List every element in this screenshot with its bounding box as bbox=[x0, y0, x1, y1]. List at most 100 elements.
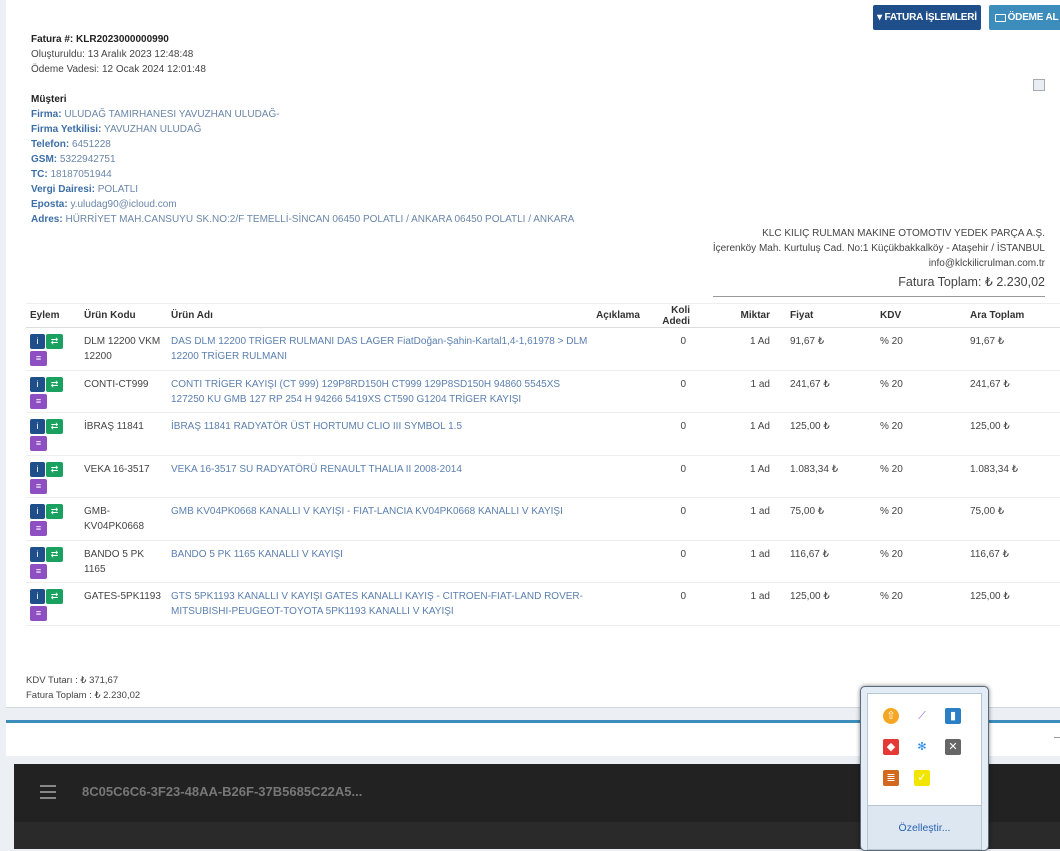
caret-down-icon: ▾ bbox=[877, 12, 885, 23]
package-count: 0 bbox=[644, 455, 694, 498]
price: 116,67 ₺ bbox=[778, 540, 874, 583]
field-value: y.uludag90@icloud.com bbox=[70, 199, 177, 210]
list-icon[interactable]: ≡ bbox=[30, 521, 47, 536]
product-name[interactable]: GTS 5PK1193 KANALLI V KAYIŞI GATES KANAL… bbox=[167, 582, 592, 626]
field-label: Telefon: bbox=[31, 139, 70, 150]
customer-field: Firma: ULUDAĞ TAMIRHANESI YAVUZHAN ULUDA… bbox=[31, 107, 574, 122]
row-actions: i ⇄ ≡ bbox=[26, 540, 80, 583]
row-actions: i ⇄ ≡ bbox=[26, 370, 80, 413]
info-icon[interactable]: i bbox=[30, 376, 45, 392]
column-header: Koli Adedi bbox=[644, 303, 694, 328]
description bbox=[592, 455, 644, 498]
quantity: 1 ad bbox=[694, 540, 778, 583]
product-name[interactable]: GMB KV04PK0668 KANALLI V KAYIŞI - FIAT-L… bbox=[167, 497, 592, 541]
subtotal: 116,67 ₺ bbox=[966, 540, 1060, 583]
field-value: YAVUZHAN ULUDAĞ bbox=[104, 124, 202, 135]
network-icon[interactable]: ▮ bbox=[945, 708, 961, 724]
minimize-icon[interactable] bbox=[1054, 737, 1060, 738]
column-header: Eylem bbox=[26, 303, 80, 328]
description bbox=[592, 497, 644, 541]
swap-icon[interactable]: ⇄ bbox=[46, 504, 63, 519]
product-name[interactable]: DAS DLM 12200 TRİGER RULMANI DAS LAGER F… bbox=[167, 327, 592, 371]
field-value: 6451228 bbox=[71, 139, 111, 150]
sticky-note-icon[interactable]: ✓ bbox=[914, 770, 930, 786]
info-icon[interactable]: i bbox=[30, 504, 45, 519]
table-row: i ⇄ ≡ VEKA 16-3517 VEKA 16-3517 SU RADYATÖ… bbox=[26, 455, 1060, 498]
customer-title: Müşteri bbox=[31, 94, 67, 105]
product-name[interactable]: CONTI TRİGER KAYIŞI (CT 999) 129P8RD150H… bbox=[167, 370, 592, 413]
product-name[interactable]: VEKA 16-3517 SU RADYATÖRÜ RENAULT THALIA… bbox=[167, 455, 592, 498]
column-header: Ürün Adı bbox=[167, 303, 592, 328]
list-icon[interactable]: ≡ bbox=[30, 478, 47, 494]
column-header: Miktar bbox=[694, 303, 778, 328]
list-icon[interactable]: ≡ bbox=[30, 563, 47, 579]
description bbox=[592, 540, 644, 583]
vat-rate: % 20 bbox=[874, 497, 966, 541]
customer-field: Eposta: y.uludag90@icloud.com bbox=[31, 197, 574, 212]
totals: KDV Tutarı : ₺ 371,67 Fatura Toplam : ₺ … bbox=[26, 673, 140, 703]
swap-icon[interactable]: ⇄ bbox=[46, 334, 63, 349]
swap-icon[interactable]: ⇄ bbox=[46, 589, 63, 604]
product-name[interactable]: İBRAŞ 11841 RADYATÖR ÜST HORTUMU CLIO II… bbox=[167, 412, 592, 456]
customer-field: Adres: HÜRRİYET MAH.CANSUYU SK.NO:2/F TE… bbox=[31, 212, 574, 227]
invoice-actions-button[interactable]: ▾ FATURA İŞLEMLERİ bbox=[873, 5, 981, 30]
subtotal: 125,00 ₺ bbox=[966, 412, 1060, 456]
customer-field: TC: 18187051944 bbox=[31, 167, 574, 182]
description bbox=[592, 412, 644, 456]
subtotal: 241,67 ₺ bbox=[966, 370, 1060, 413]
vat-rate: % 20 bbox=[874, 455, 966, 498]
company-address: İçerenköy Mah. Kurtuluş Cad. No:1 Küçükb… bbox=[712, 243, 1045, 254]
info-icon[interactable]: i bbox=[30, 589, 45, 604]
price: 241,67 ₺ bbox=[778, 370, 874, 413]
field-value: 5322942751 bbox=[59, 154, 116, 165]
package-count: 0 bbox=[644, 412, 694, 456]
package-count: 0 bbox=[644, 582, 694, 626]
items-table: Eylem Ürün Kodu Ürün Adı Açıklama Koli Adedi… bbox=[26, 303, 1060, 626]
row-actions: i ⇄ ≡ bbox=[26, 412, 80, 456]
company-name: KLC KILIÇ RULMAN MAKINE OTOMOTIV YEDEK P… bbox=[762, 228, 1045, 239]
update-icon[interactable]: ⇧ bbox=[883, 708, 899, 724]
feather-icon[interactable]: ⟋ bbox=[914, 708, 930, 724]
list-icon[interactable]: ≡ bbox=[30, 393, 47, 409]
menu-icon[interactable] bbox=[40, 785, 56, 799]
company-email: info@klckilicrulman.com.tr bbox=[928, 258, 1045, 269]
vat-rate: % 20 bbox=[874, 540, 966, 583]
swap-icon[interactable]: ⇄ bbox=[46, 546, 63, 562]
snowflake-icon[interactable]: ✻ bbox=[914, 739, 930, 755]
info-icon[interactable]: i bbox=[30, 461, 45, 477]
field-label: Eposta: bbox=[31, 199, 68, 210]
customer-field: Firma Yetkilisi: YAVUZHAN ULUDAĞ bbox=[31, 122, 574, 137]
swap-icon[interactable]: ⇄ bbox=[46, 419, 63, 434]
swap-icon[interactable]: ⇄ bbox=[46, 461, 63, 477]
notes-icon[interactable]: ≣ bbox=[883, 770, 899, 786]
vat-rate: % 20 bbox=[874, 412, 966, 456]
info-icon[interactable]: i bbox=[30, 334, 45, 349]
field-label: Firma: bbox=[31, 109, 62, 120]
due-date: Ödeme Vadesi: 12 Ocak 2024 12:01:48 bbox=[31, 64, 206, 75]
subtotal: 75,00 ₺ bbox=[966, 497, 1060, 541]
list-icon[interactable]: ≡ bbox=[30, 606, 47, 621]
price: 75,00 ₺ bbox=[778, 497, 874, 541]
info-icon[interactable]: i bbox=[30, 546, 45, 562]
price: 91,67 ₺ bbox=[778, 327, 874, 371]
list-icon[interactable]: ≡ bbox=[30, 436, 47, 451]
info-icon[interactable]: i bbox=[30, 419, 45, 434]
disconnected-icon[interactable]: ✕ bbox=[945, 739, 961, 755]
anydesk-icon[interactable]: ◆ bbox=[883, 739, 899, 755]
product-name[interactable]: BANDO 5 PK 1165 KANALLI V KAYIŞI bbox=[167, 540, 592, 583]
row-actions: i ⇄ ≡ bbox=[26, 497, 80, 541]
receive-payment-button[interactable]: ÖDEME AL bbox=[989, 5, 1060, 30]
price: 125,00 ₺ bbox=[778, 582, 874, 626]
quantity: 1 Ad bbox=[694, 455, 778, 498]
customize-link[interactable]: Özelleştir... bbox=[867, 805, 982, 850]
customer-field: GSM: 5322942751 bbox=[31, 152, 574, 167]
product-code: GATES-5PK1193 bbox=[80, 582, 167, 626]
package-count: 0 bbox=[644, 497, 694, 541]
customer-field: Telefon: 6451228 bbox=[31, 137, 574, 152]
column-header: Ara Toplam bbox=[966, 303, 1060, 328]
swap-icon[interactable]: ⇄ bbox=[46, 376, 63, 392]
invoice-total: Fatura Toplam : ₺ 2.230,02 bbox=[26, 690, 141, 701]
field-value: POLATLI bbox=[97, 184, 139, 195]
product-code: CONTI-CT999 bbox=[80, 370, 167, 413]
list-icon[interactable]: ≡ bbox=[30, 351, 47, 366]
